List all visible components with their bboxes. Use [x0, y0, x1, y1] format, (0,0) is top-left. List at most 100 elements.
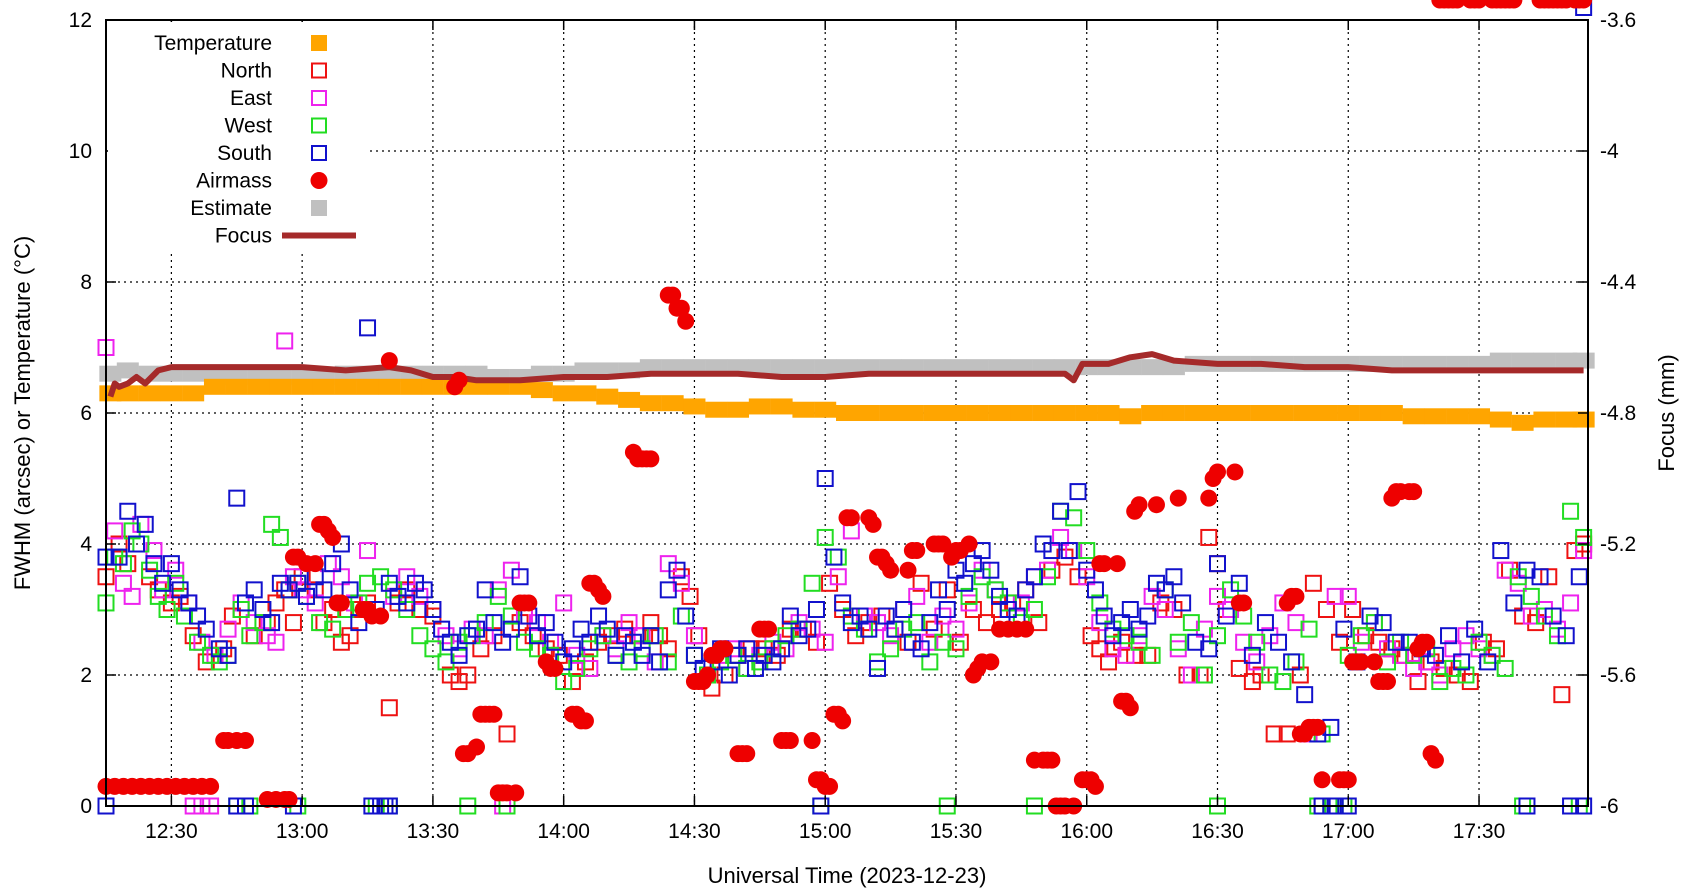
temperature-point: [356, 378, 379, 395]
north-point: [659, 640, 677, 658]
airmass-point: [380, 352, 398, 370]
estimate-point: [1141, 359, 1164, 376]
south-point: [1492, 542, 1510, 560]
y-tick-label: 0: [80, 795, 92, 818]
west-point: [1209, 627, 1226, 645]
south-point: [1104, 627, 1122, 645]
airmass-point: [372, 607, 390, 625]
y2-tick-label: -4.4: [1600, 271, 1637, 294]
legend-label: Focus: [215, 225, 272, 248]
airmass-point: [834, 712, 852, 730]
south-point: [973, 542, 991, 560]
temperature-point: [291, 378, 314, 395]
south-point: [991, 587, 1009, 605]
airmass-point: [781, 732, 799, 749]
temperature-point: [269, 378, 292, 395]
west-point: [1522, 587, 1540, 605]
legend-label: Estimate: [190, 197, 272, 220]
y2-tick-label: -4: [1600, 140, 1619, 163]
west-point: [324, 620, 342, 638]
south-point: [877, 607, 895, 625]
x-tick-label: 17:00: [1322, 820, 1375, 843]
west-point: [1091, 594, 1109, 612]
south-point: [956, 574, 974, 592]
south-point: [236, 594, 254, 612]
south-point: [1570, 568, 1588, 586]
south-point: [764, 653, 782, 671]
south-point: [659, 581, 677, 599]
east-point: [276, 332, 294, 350]
east-point: [1156, 601, 1174, 618]
legend-marker: [311, 117, 327, 134]
airmass-point: [1418, 633, 1436, 651]
airmass-point: [1405, 483, 1423, 501]
south-point: [834, 594, 852, 612]
airmass-point: [899, 561, 917, 579]
south-point: [110, 548, 128, 566]
west-point: [1039, 568, 1057, 586]
west-point: [1143, 646, 1161, 664]
south-point: [219, 646, 237, 664]
north-point: [341, 627, 359, 645]
south-point: [1174, 594, 1192, 612]
airmass-point: [864, 515, 882, 533]
y-tick-label: 2: [80, 664, 92, 687]
south-point: [677, 607, 695, 625]
east-point: [245, 614, 263, 632]
temperature-point: [574, 385, 597, 402]
y2-axis-title: Focus (mm): [1654, 354, 1679, 471]
west-point: [1496, 659, 1514, 677]
airmass-point: [332, 594, 350, 612]
west-point: [908, 614, 926, 632]
temperature-point: [683, 398, 706, 415]
legend-marker: [311, 62, 327, 79]
airmass-point: [1200, 489, 1218, 507]
east-point: [620, 614, 638, 632]
x-tick-label: 13:00: [276, 820, 329, 843]
x-tick-label: 17:30: [1453, 820, 1506, 843]
temperature-point: [770, 398, 793, 415]
north-point: [1317, 601, 1335, 618]
south-point: [1453, 653, 1471, 671]
temperature-point: [1053, 405, 1076, 421]
temperature-point: [1380, 405, 1403, 421]
west-point: [1274, 673, 1292, 691]
south-point: [485, 614, 503, 632]
west-point: [882, 640, 900, 658]
east-point: [581, 659, 599, 677]
south-point: [502, 620, 520, 638]
airmass-point: [1209, 463, 1226, 481]
south-point: [1557, 627, 1575, 645]
airmass-point: [821, 777, 839, 795]
south-point: [1069, 483, 1087, 501]
south-point: [245, 581, 263, 599]
temperature-point: [792, 401, 815, 418]
temperature-point: [1489, 411, 1512, 428]
north-point: [1100, 653, 1118, 671]
west-point: [1352, 627, 1370, 645]
x-tick-label: 14:30: [668, 820, 721, 843]
legend-entry-estimate: Estimate: [190, 197, 327, 220]
south-point: [1121, 601, 1139, 618]
estimate-point: [792, 359, 815, 376]
south-point: [254, 601, 272, 618]
north-point: [1304, 574, 1322, 592]
south-point: [1217, 607, 1235, 625]
airmass-point: [1470, 0, 1488, 9]
north-point: [380, 699, 398, 717]
temperature-point: [160, 385, 183, 402]
west-point: [263, 515, 281, 533]
airmass-point: [672, 299, 690, 317]
airmass-point: [760, 620, 778, 638]
estimate-point: [1489, 352, 1512, 369]
south-point: [1426, 646, 1444, 664]
airmass-point: [738, 745, 756, 763]
south-point: [136, 515, 154, 533]
north-point: [563, 673, 581, 691]
south-point: [1043, 542, 1061, 560]
south-point: [537, 614, 555, 632]
south-point: [1113, 614, 1131, 632]
north-point: [498, 725, 516, 743]
airmass-point: [1309, 718, 1327, 736]
